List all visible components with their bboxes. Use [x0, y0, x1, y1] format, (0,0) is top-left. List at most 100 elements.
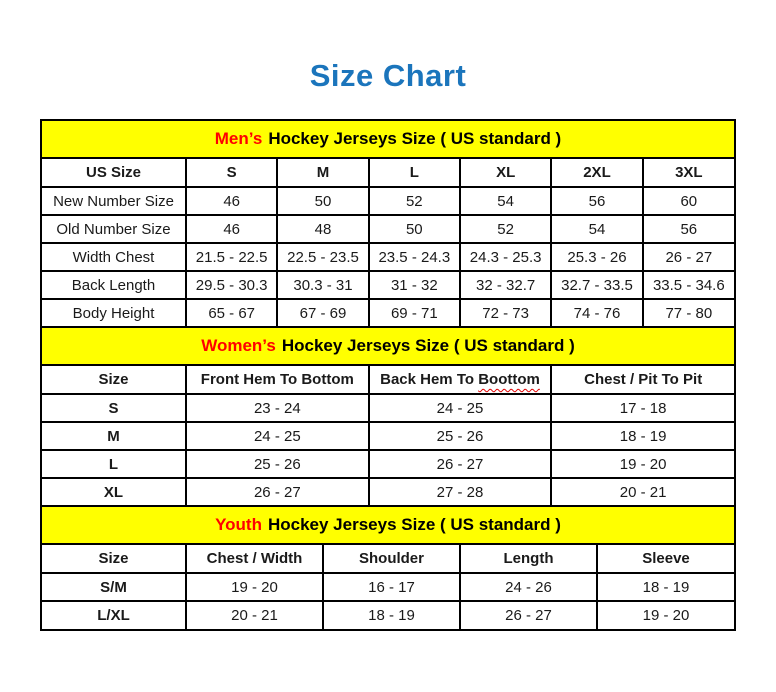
cell: 24 - 25	[368, 394, 553, 423]
cell: 65 - 67	[186, 299, 279, 328]
cell: 72 - 73	[459, 299, 553, 328]
cell: 26 - 27	[186, 478, 370, 507]
band-text-youth: Hockey Jerseys Size ( US standard )	[267, 515, 561, 534]
cell: 74 - 76	[551, 299, 644, 328]
mens-header-row: US Size S M L XL 2XL 3XL	[42, 159, 734, 188]
column-header: Chest / Pit To Pit	[551, 366, 734, 395]
mens-size-table: US Size S M L XL 2XL 3XL New Number Size…	[42, 159, 734, 328]
table-row: Body Height 65 - 67 67 - 69 69 - 71 72 -…	[42, 299, 734, 328]
cell: 32.7 - 33.5	[551, 271, 644, 300]
cell: 56	[551, 187, 644, 216]
cell: 50	[277, 187, 370, 216]
table-row: New Number Size 46 50 52 54 56 60	[42, 187, 734, 216]
cell: 22.5 - 23.5	[277, 243, 370, 272]
row-label: S	[42, 394, 187, 423]
band-highlight-womens: Women’s	[201, 336, 276, 355]
cell: 18 - 19	[597, 573, 734, 602]
row-label: New Number Size	[42, 187, 187, 216]
column-header: 3XL	[642, 159, 734, 188]
table-row: L 25 - 26 26 - 27 19 - 20	[42, 450, 734, 479]
cell: 18 - 19	[551, 422, 734, 451]
table-row: M 24 - 25 25 - 26 18 - 19	[42, 422, 734, 451]
cell: 23.5 - 24.3	[368, 243, 461, 272]
row-label: Back Length	[42, 271, 187, 300]
cell: 52	[459, 215, 553, 244]
column-header: Sleeve	[597, 545, 734, 574]
table-row: S 23 - 24 24 - 25 17 - 18	[42, 394, 734, 423]
size-chart-table: Men’s Hockey Jerseys Size ( US standard …	[40, 119, 736, 631]
header-text: Back Hem To	[380, 371, 479, 388]
row-label: XL	[42, 478, 187, 507]
cell: 48	[277, 215, 370, 244]
cell: 60	[642, 187, 734, 216]
column-header: US Size	[42, 159, 187, 188]
table-row: S/M 19 - 20 16 - 17 24 - 26 18 - 19	[42, 573, 734, 602]
cell: 24.3 - 25.3	[459, 243, 553, 272]
cell: 56	[642, 215, 734, 244]
table-row: Width Chest 21.5 - 22.5 22.5 - 23.5 23.5…	[42, 243, 734, 272]
cell: 29.5 - 30.3	[186, 271, 279, 300]
section-band-womens: Women’s Hockey Jerseys Size ( US standar…	[42, 328, 734, 366]
cell: 54	[551, 215, 644, 244]
cell: 26 - 27	[460, 601, 598, 629]
cell: 50	[368, 215, 461, 244]
column-header-misspelled: Back Hem To Boottom	[368, 366, 553, 395]
womens-header-row: Size Front Hem To Bottom Back Hem To Boo…	[42, 366, 734, 395]
cell: 19 - 20	[642, 607, 690, 624]
cell: 17 - 18	[551, 394, 734, 423]
row-label: Old Number Size	[42, 215, 187, 244]
cell: 25 - 26	[186, 450, 370, 479]
youth-header-row: Size Chest / Width Shoulder Length Sleev…	[42, 545, 734, 574]
row-label: M	[42, 422, 187, 451]
cell: 21.5 - 22.5	[186, 243, 279, 272]
row-label: L	[42, 450, 187, 479]
column-header: Shoulder	[323, 545, 461, 574]
band-highlight-youth: Youth	[215, 515, 262, 534]
cell: 18 - 19	[323, 601, 461, 629]
band-highlight-mens: Men’s	[214, 129, 263, 148]
column-header: Chest / Width	[186, 545, 324, 574]
row-label: Width Chest	[42, 243, 187, 272]
cell: 69 - 71	[368, 299, 461, 328]
cell: 46	[186, 187, 279, 216]
womens-size-table: Size Front Hem To Bottom Back Hem To Boo…	[42, 366, 734, 507]
table-row: XL 26 - 27 27 - 28 20 - 21	[42, 478, 734, 507]
band-text-mens: Hockey Jerseys Size ( US standard )	[268, 129, 562, 148]
column-header: XL	[459, 159, 553, 188]
cell: 20 - 21	[551, 478, 734, 507]
column-header: Size	[42, 545, 187, 574]
cell: 52	[368, 187, 461, 216]
youth-size-table: Size Chest / Width Shoulder Length Sleev…	[42, 545, 734, 629]
table-row: Back Length 29.5 - 30.3 30.3 - 31 31 - 3…	[42, 271, 734, 300]
cell: 30.3 - 31	[277, 271, 370, 300]
cell: 20 - 21	[186, 601, 324, 629]
section-band-youth: Youth Hockey Jerseys Size ( US standard …	[42, 507, 734, 545]
table-row: Old Number Size 46 48 50 52 54 56	[42, 215, 734, 244]
band-text-womens: Hockey Jerseys Size ( US standard )	[281, 336, 575, 355]
cell: 23 - 24	[186, 394, 370, 423]
cell: 19 - 20	[551, 450, 734, 479]
column-header: Front Hem To Bottom	[186, 366, 370, 395]
cell: 25 - 26	[368, 422, 553, 451]
column-header: L	[368, 159, 461, 188]
cell: 25.3 - 26	[551, 243, 644, 272]
cell: 54	[459, 187, 553, 216]
row-label: Body Height	[42, 299, 187, 328]
cell: 26 - 27	[642, 243, 734, 272]
column-header: M	[277, 159, 370, 188]
cell: 19 - 20	[186, 573, 324, 602]
table-row: L/XL 20 - 21 18 - 19 26 - 27 19 - 20	[42, 601, 734, 629]
page-title: Size Chart	[309, 58, 467, 93]
misspelled-word: Boottom	[478, 371, 540, 388]
section-band-mens: Men’s Hockey Jerseys Size ( US standard …	[42, 121, 734, 159]
cell: 31 - 32	[368, 271, 461, 300]
cell: 67 - 69	[277, 299, 370, 328]
cell: 16 - 17	[323, 573, 461, 602]
cell: 32 - 32.7	[459, 271, 553, 300]
column-header: 2XL	[551, 159, 644, 188]
cell: 26 - 27	[368, 450, 553, 479]
cell: 33.5 - 34.6	[642, 271, 734, 300]
cell: 46	[186, 215, 279, 244]
cell: 24 - 25	[186, 422, 370, 451]
column-header: Length	[460, 545, 598, 574]
